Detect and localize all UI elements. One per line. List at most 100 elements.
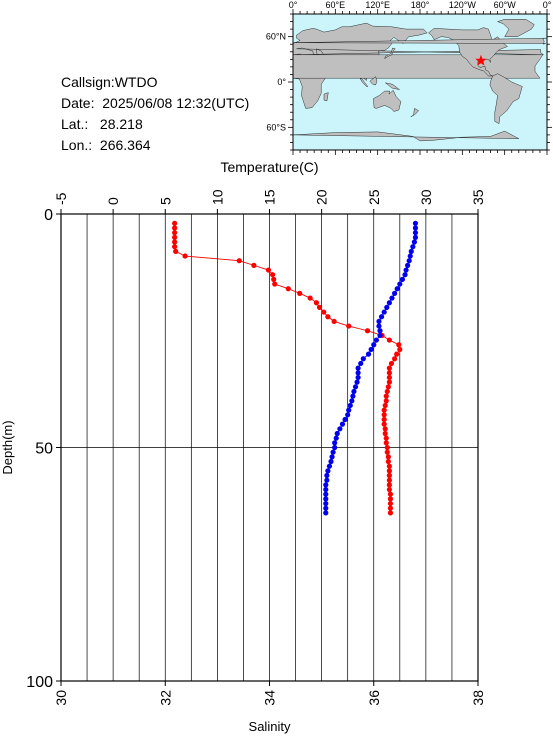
salinity-point <box>347 402 353 409</box>
salinity-point <box>333 435 339 441</box>
temperature-point <box>387 500 394 507</box>
temperature-tick-label: 20 <box>314 189 330 205</box>
temperature-tick-label: 30 <box>418 189 434 205</box>
land-britain <box>293 38 547 45</box>
temperature-point <box>386 379 392 385</box>
salinity-point <box>384 304 390 310</box>
map-lon-label: 60°W <box>494 0 517 10</box>
salinity-point <box>354 379 360 385</box>
salinity-point <box>350 393 356 399</box>
temperature-point <box>182 253 188 259</box>
salinity-tick-label: 30 <box>53 690 69 706</box>
salinity-point <box>376 318 382 325</box>
salinity-point <box>412 230 419 236</box>
map-ticks <box>288 9 552 155</box>
temperature-point <box>385 384 391 390</box>
map-lon-label: 120°E <box>365 0 390 10</box>
salinity-point <box>371 342 377 348</box>
chart-grid <box>61 214 478 681</box>
temperature-point <box>383 393 389 399</box>
date-row: Date: 2025/06/08 12:32(UTC) <box>61 93 249 114</box>
land-madagascar <box>323 92 329 102</box>
depth-tick-label: 50 <box>35 441 53 458</box>
chart-ticks <box>56 209 479 686</box>
temperature-point <box>386 477 392 483</box>
temperature-point <box>383 435 389 441</box>
temperature-point <box>387 510 394 516</box>
salinity-point <box>355 374 361 381</box>
map-lat-label: 60°N <box>266 32 286 42</box>
temperature-point <box>397 346 403 353</box>
map-lat-label: 60°S <box>266 122 286 132</box>
temperature-tick-label: -5 <box>53 192 69 205</box>
salinity-point <box>332 444 338 451</box>
temperature-point <box>381 416 387 423</box>
salinity-tick-label: 38 <box>470 690 486 706</box>
salinity-point <box>323 505 329 511</box>
temperature-point <box>265 267 272 273</box>
temperature-line <box>174 223 401 513</box>
date-label: Date: <box>61 95 95 111</box>
temperature-point <box>386 374 392 381</box>
temperature-point <box>321 309 327 315</box>
lat-value: 28.218 <box>99 116 143 132</box>
temperature-point <box>384 444 390 451</box>
salinity-point <box>355 370 361 376</box>
salinity-series <box>323 220 419 516</box>
salinity-point <box>334 430 340 437</box>
salinity-point <box>328 458 334 465</box>
temperature-point <box>285 286 291 292</box>
temperature-point <box>392 356 398 362</box>
salinity-point <box>323 482 329 488</box>
map-lon-label: 0° <box>543 0 552 10</box>
temperature-point <box>385 458 391 465</box>
lon-label: Lon.: <box>61 137 93 153</box>
salinity-tick-label: 36 <box>366 690 382 706</box>
date-value: 2025/06/08 12:32(UTC) <box>102 95 250 111</box>
temperature-point <box>387 496 394 502</box>
salinity-point <box>358 360 364 367</box>
salinity-point <box>397 281 403 287</box>
temperature-tick-label: 5 <box>157 197 173 205</box>
temperature-series <box>172 220 403 516</box>
temperature-point <box>297 290 303 296</box>
land-new-guinea <box>385 82 400 90</box>
salinity-point <box>323 491 329 497</box>
temperature-tick-label: 10 <box>209 189 225 205</box>
land-south-america <box>489 73 523 124</box>
temperature-point <box>384 449 390 455</box>
station-marker-star-icon <box>475 54 487 66</box>
map-lat-label: 0° <box>277 77 286 87</box>
salinity-point <box>345 412 351 418</box>
temperature-point <box>172 230 178 236</box>
salinity-point <box>329 454 335 460</box>
salinity-point <box>392 290 398 296</box>
salinity-point <box>403 267 409 273</box>
temperature-point <box>364 328 371 334</box>
temperature-point <box>383 440 389 446</box>
temperature-point <box>386 486 392 493</box>
temperature-point <box>387 505 394 511</box>
salinity-point <box>332 440 338 446</box>
salinity-point <box>330 449 336 455</box>
salinity-point <box>376 323 382 329</box>
temperature-point <box>382 402 388 409</box>
temperature-point <box>346 323 352 329</box>
temperature-point <box>251 262 257 268</box>
salinity-point <box>337 426 343 432</box>
temperature-point <box>386 463 392 469</box>
temperature-tick-label: 25 <box>366 189 382 205</box>
lon-row: Lon.: 266.364 <box>61 135 249 156</box>
salinity-point <box>377 332 383 339</box>
salinity-point <box>378 314 385 320</box>
land-eurasia <box>292 22 545 81</box>
temperature-point <box>396 342 402 348</box>
salinity-line <box>325 223 416 513</box>
salinity-point <box>406 258 412 264</box>
temperature-point <box>172 244 178 250</box>
salinity-point <box>381 309 387 315</box>
map-lon-label: 60°E <box>326 0 346 10</box>
temperature-point <box>173 248 179 254</box>
salinity-point <box>408 248 414 254</box>
temperature-point <box>386 370 392 376</box>
